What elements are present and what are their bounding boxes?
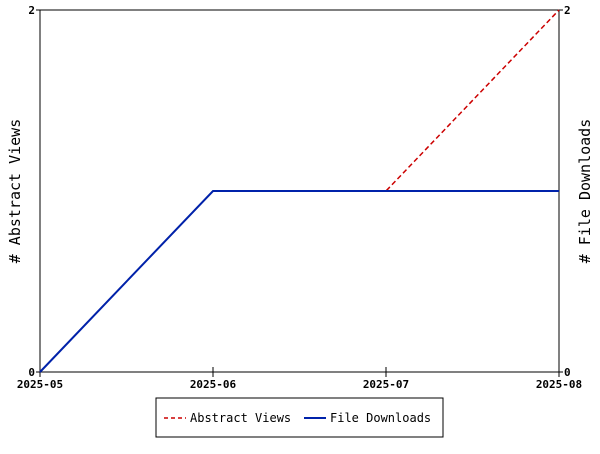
legend-box	[155, 397, 444, 438]
legend: Abstract Views File Downloads	[155, 397, 444, 438]
y-axis-left-title: # Abstract Views	[6, 119, 24, 264]
legend-label-file-downloads: File Downloads	[330, 411, 431, 425]
y-right-tick-label: 2	[564, 4, 571, 17]
x-tick-label: 2025-08	[536, 378, 582, 391]
x-tick-label: 2025-05	[17, 378, 63, 391]
series-line-file-downloads	[39, 190, 559, 373]
y-axis-right-title: # File Downloads	[576, 119, 594, 264]
x-tick-label: 2025-06	[190, 378, 237, 391]
x-tick-label: 2025-07	[363, 378, 409, 391]
y-left-tick-label: 2	[28, 4, 35, 17]
y-right-tick-label: 0	[564, 366, 571, 379]
y-left-tick-label: 0	[28, 366, 35, 379]
legend-label-abstract-views: Abstract Views	[190, 411, 291, 425]
series-lines	[39, 9, 560, 373]
